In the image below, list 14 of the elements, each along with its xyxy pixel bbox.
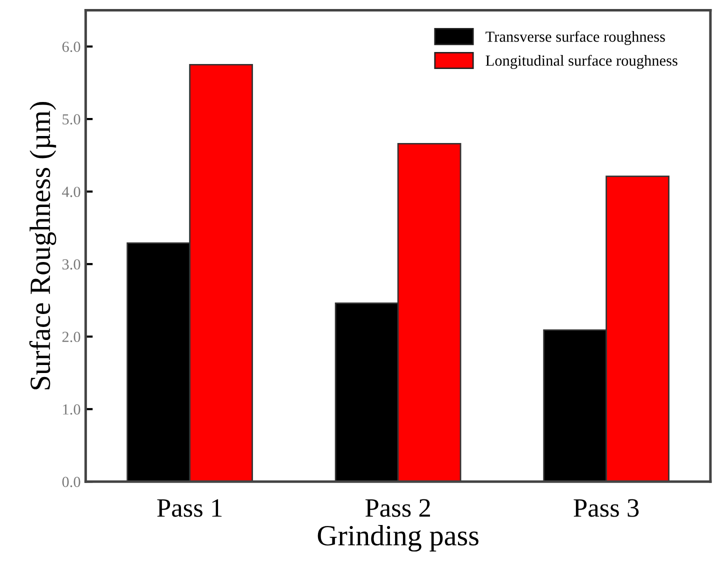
x-axis-title: Grinding pass	[318, 525, 478, 552]
x-tick-label: Pass 2	[365, 499, 430, 517]
y-tick-label: 4.0	[62, 186, 80, 198]
y-tick-label: 0.0	[62, 476, 80, 488]
legend-label: Transverse surface roughness	[486, 30, 665, 46]
x-tick-label: Pass 1	[157, 499, 222, 517]
legend-label: Longitudinal surface roughness	[486, 54, 678, 69]
y-tick-label: 3.0	[62, 259, 80, 270]
y-tick-label: 6.0	[62, 42, 80, 52]
y-tick-label: 5.0	[62, 114, 80, 125]
y-tick-label: 2.0	[62, 332, 80, 342]
x-tick-label: Pass 3	[574, 499, 639, 517]
y-axis-title: Surface Roughness (µm)	[29, 102, 56, 390]
y-tick-label: 1.0	[63, 404, 80, 415]
